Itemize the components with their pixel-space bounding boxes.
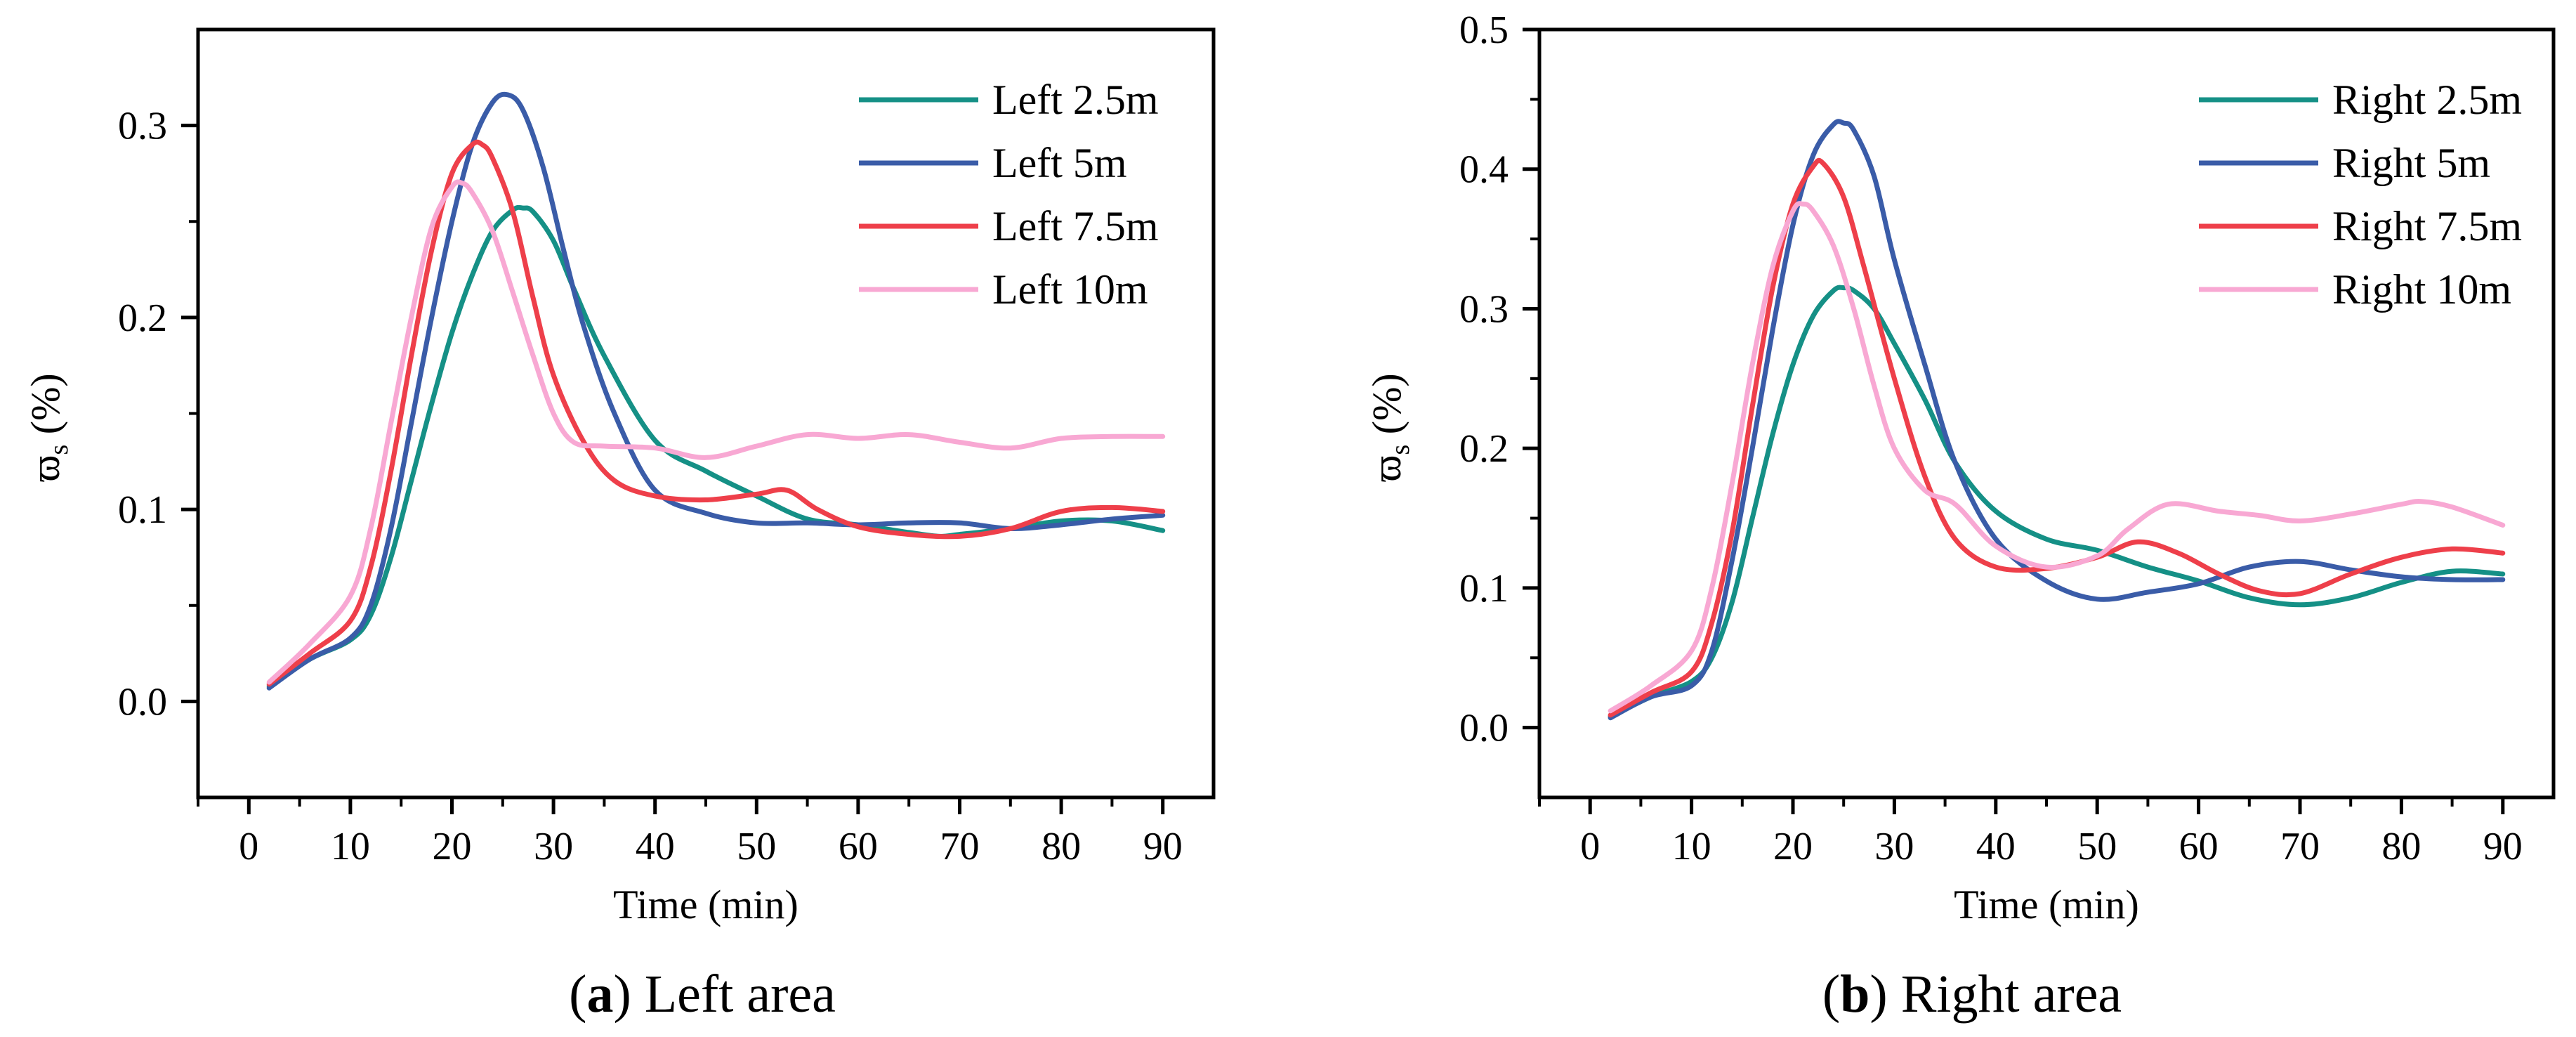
right-x-tick-label: 10: [1672, 825, 1711, 868]
right-caption-letter: b: [1840, 965, 1869, 1024]
legend-label-left-10m: Left 10m: [992, 266, 1148, 313]
left-caption: (a) Left area: [569, 965, 836, 1024]
right-x-tick-label: 30: [1874, 825, 1914, 868]
series-line-left-7-5m: [266, 139, 1166, 687]
right-x-tick-label: 70: [2280, 825, 2320, 868]
series-line-right-7-5m: [1608, 157, 2506, 718]
left-caption-letter: a: [586, 965, 613, 1024]
series-line-right-10m: [1608, 201, 2506, 714]
right-y-tick-label: 0.5: [1459, 8, 1509, 52]
left-caption-open: (: [569, 965, 586, 1024]
right-x-tick-label: 90: [2483, 825, 2523, 868]
right-y-tick-label: 0.2: [1459, 427, 1509, 471]
series-line-right-5m: [1608, 119, 2506, 721]
left-y-tick-label: 0.2: [118, 296, 167, 340]
right-y-axis-unit: (%): [1364, 373, 1409, 444]
left-y-tick-label: 0.3: [118, 105, 167, 148]
right-y-tick-label: 0.3: [1459, 287, 1509, 331]
right-x-axis-title: Time (min): [1954, 882, 2139, 927]
left-chart-panel: 0 10 20 30 40 50 60 70 80 90 0.0 0.1 0.2 0.3 Time (min…: [22, 27, 1216, 1024]
right-x-tick-label: 80: [2381, 825, 2421, 868]
series-line-left-5m: [266, 91, 1166, 691]
right-x-tick-label: 60: [2179, 825, 2219, 868]
left-caption-text: ) Left area: [613, 965, 835, 1024]
legend-label-left-2-5m: Left 2.5m: [992, 77, 1159, 123]
left-y-axis-symbol: ϖ: [22, 455, 68, 482]
right-chart-panel: 0 10 20 30 40 50 60 70 80 90 0.0 0.1 0.2 0.3 0.4 0.5 Tim…: [1364, 8, 2556, 1024]
left-x-tick-label: 30: [534, 825, 573, 868]
right-y-tick-label: 0.0: [1459, 707, 1509, 750]
right-caption-open: (: [1822, 965, 1840, 1024]
left-y-axis-title: ϖs (%): [22, 373, 74, 481]
left-x-tick-label: 90: [1143, 825, 1183, 868]
right-x-tick-label: 0: [1580, 825, 1600, 868]
series-line-left-10m: [266, 179, 1166, 685]
right-x-tick-label: 20: [1773, 825, 1813, 868]
right-y-tick-label: 0.1: [1459, 567, 1509, 611]
left-x-tick-label: 20: [433, 825, 472, 868]
right-caption: (b) Right area: [1822, 965, 2122, 1024]
left-x-tick-label: 50: [737, 825, 776, 868]
left-x-tick-label: 0: [239, 825, 258, 868]
left-x-tick-label: 60: [839, 825, 878, 868]
right-y-axis-subscript: s: [1386, 445, 1415, 455]
series-line-right-2-5m: [1608, 285, 2506, 719]
legend-label-left-5m: Left 5m: [992, 140, 1127, 186]
right-y-axis-symbol: ϖ: [1364, 455, 1409, 482]
legend-label-left-7-5m: Left 7.5m: [992, 203, 1159, 249]
left-x-tick-label: 10: [331, 825, 370, 868]
left-x-tick-label: 70: [940, 825, 980, 868]
legend-label-right-5m: Right 5m: [2332, 140, 2490, 186]
left-y-tick-label: 0.0: [118, 680, 167, 724]
legend-label-right-7-5m: Right 7.5m: [2332, 203, 2522, 249]
left-y-axis-unit: (%): [22, 373, 68, 444]
right-x-tick-label: 40: [1976, 825, 2016, 868]
right-y-tick-label: 0.4: [1459, 148, 1509, 192]
left-y-axis-subscript: s: [44, 445, 74, 455]
left-x-tick-label: 80: [1041, 825, 1081, 868]
left-x-tick-label: 40: [636, 825, 675, 868]
right-caption-text: ) Right area: [1869, 965, 2122, 1024]
right-y-axis-title: ϖs (%): [1364, 373, 1415, 481]
legend-label-right-2-5m: Right 2.5m: [2332, 77, 2522, 123]
right-x-tick-label: 50: [2077, 825, 2117, 868]
left-y-tick-label: 0.1: [118, 488, 167, 532]
left-x-axis-title: Time (min): [613, 882, 799, 927]
legend-label-right-10m: Right 10m: [2332, 266, 2511, 313]
